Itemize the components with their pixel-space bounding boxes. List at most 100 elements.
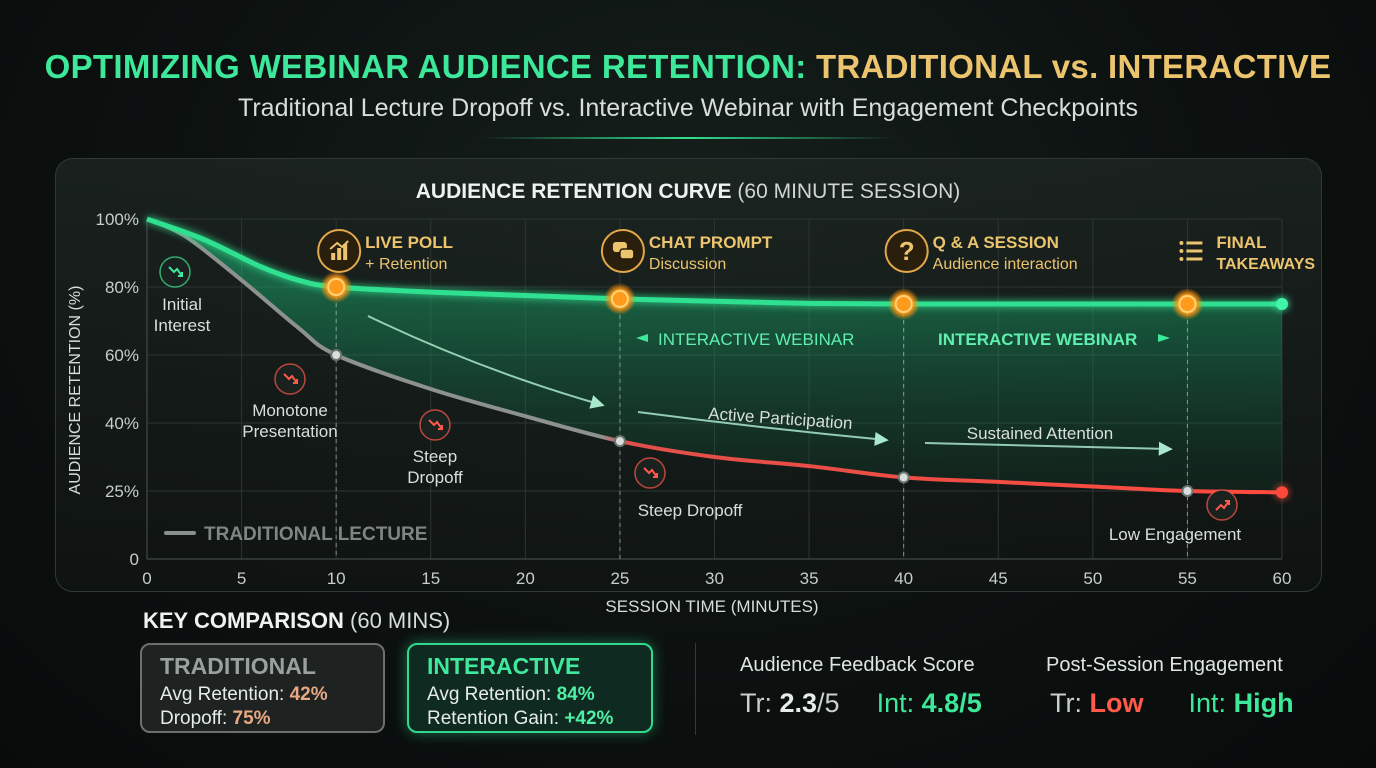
x-tick-label: 15 <box>421 569 440 588</box>
feedback-tr-value: 2.3 <box>779 688 818 718</box>
x-tick-label: 35 <box>800 569 819 588</box>
engagement-int-value: High <box>1233 688 1294 718</box>
checkpoint-marker <box>610 289 629 308</box>
interactive-retention-gain: Retention Gain: +42% <box>427 707 633 731</box>
checkpoint-title: CHAT PROMPT <box>649 233 773 252</box>
y-tick-label: 100% <box>96 210 139 229</box>
x-tick-label: 10 <box>327 569 346 588</box>
x-tick-label: 20 <box>516 569 535 588</box>
question-icon: ? <box>884 229 929 273</box>
interactive-gain-label: Retention Gain: <box>427 708 560 729</box>
traditional-card: TRADITIONAL Avg Retention: 42% Dropoff: … <box>140 643 385 733</box>
traditional-end-point <box>1276 486 1288 499</box>
traditional-avg-label: Avg Retention: <box>160 684 285 705</box>
x-tick-label: 0 <box>142 569 151 588</box>
retention-gap-area <box>147 219 1282 493</box>
chat-icon <box>600 229 645 273</box>
x-tick-label: 60 <box>1273 569 1292 588</box>
key-comparison-title-bold: KEY COMPARISON <box>143 608 344 633</box>
checkpoint-title: Q & A SESSION <box>933 233 1059 252</box>
x-tick-label: 40 <box>894 569 913 588</box>
interactive-webinar-label-1: INTERACTIVE WEBINAR <box>658 330 854 349</box>
legend-traditional-label: TRADITIONAL LECTURE <box>204 524 427 545</box>
feedback-tr-suffix: /5 <box>817 688 840 718</box>
annotation-low-engagement: Low Engagement <box>1109 525 1242 544</box>
interactive-avg-label: Avg Retention: <box>427 684 552 705</box>
interactive-label-arrow-right <box>1158 334 1170 342</box>
initial-interest-icon <box>159 256 191 288</box>
metrics-divider <box>695 643 696 735</box>
title-underline <box>480 137 896 139</box>
annotation-monotone-1: Monotone <box>252 401 328 420</box>
y-axis-label: AUDIENCE RETENTION (%) <box>67 286 84 495</box>
traditional-checkpoint-point <box>897 471 910 484</box>
arrow-sustained-attention <box>924 441 1173 456</box>
interactive-card-head: INTERACTIVE <box>427 653 581 679</box>
y-tick-label: 80% <box>105 278 139 297</box>
interactive-card: INTERACTIVE Avg Retention: 84% Retention… <box>407 643 653 733</box>
traditional-card-head: TRADITIONAL <box>160 653 316 679</box>
traditional-checkpoint-point <box>1181 485 1194 497</box>
interactive-avg-retention: Avg Retention: 84% <box>427 683 633 707</box>
traditional-avg-retention: Avg Retention: 42% <box>160 683 365 707</box>
engagement-tr-value: Low <box>1089 688 1144 718</box>
engagement-tr-prefix: Tr: <box>1050 688 1082 718</box>
arrow-active-participation <box>637 411 889 446</box>
svg-text:?: ? <box>899 236 915 266</box>
interactive-avg-value: 84% <box>556 684 595 705</box>
checkpoint-subtitle: TAKEAWAYS <box>1216 256 1315 273</box>
interactive-label-arrow-left <box>636 334 648 342</box>
engagement-label: Post-Session Engagement <box>1046 654 1283 676</box>
x-tick-label: 50 <box>1083 569 1102 588</box>
key-comparison-title-light: (60 MINS) <box>350 608 451 633</box>
checkpoint-marker <box>894 295 913 313</box>
annotation-steep-dropoff-1a: Steep <box>413 447 457 466</box>
traditional-avg-value: 42% <box>289 684 328 705</box>
checkpoint-marker <box>327 278 346 296</box>
traditional-lecture-line <box>146 217 1283 495</box>
feedback-score-values: Tr: 2.3/5 Int: 4.8/5 <box>740 688 982 719</box>
traditional-checkpoint-point <box>613 435 626 448</box>
traditional-drop-label: Dropoff: <box>160 708 228 729</box>
annotation-initial-interest-2: Interest <box>154 316 211 335</box>
interactive-webinar-label-2: INTERACTIVE WEBINAR <box>938 330 1137 349</box>
interactive-gain-value: +42% <box>564 708 614 729</box>
annotation-steep-dropoff-1b: Dropoff <box>407 468 463 487</box>
y-tick-label: 40% <box>105 414 139 433</box>
bar-chart-icon <box>317 229 362 273</box>
feedback-int-value: 4.8/5 <box>921 688 982 718</box>
traditional-checkpoint-point <box>330 349 343 361</box>
page-title: OPTIMIZING WEBINAR AUDIENCE RETENTION: T… <box>0 48 1376 86</box>
steep-dropoff-icon-2 <box>634 457 666 489</box>
checkpoint-subtitle: Discussion <box>649 256 726 273</box>
traditional-drop-value: 75% <box>232 708 271 729</box>
steep-dropoff-icon-1 <box>419 409 451 441</box>
title-part-1: OPTIMIZING WEBINAR AUDIENCE RETENTION: <box>44 48 807 85</box>
feedback-int-prefix: Int: <box>876 688 915 718</box>
engagement-values: Tr: Low Int: High <box>1050 688 1294 719</box>
list-icon <box>1179 241 1203 261</box>
interactive-webinar-line <box>146 216 1282 307</box>
x-axis-label: SESSION TIME (MINUTES) <box>605 597 818 616</box>
x-tick-label: 30 <box>705 569 724 588</box>
x-tick-label: 45 <box>989 569 1008 588</box>
traditional-dropoff: Dropoff: 75% <box>160 707 365 731</box>
chart-title: AUDIENCE RETENTION CURVE (60 MINUTE SESS… <box>416 180 961 203</box>
x-tick-label: 55 <box>1178 569 1197 588</box>
checkpoint-marker <box>1178 295 1197 313</box>
y-tick-label: 0 <box>130 550 139 569</box>
annotation-initial-interest-1: Initial <box>162 295 202 314</box>
x-tick-label: 5 <box>237 569 246 588</box>
checkpoint-title: FINAL <box>1216 233 1266 252</box>
annotation-monotone-2: Presentation <box>242 422 337 441</box>
checkpoint-subtitle: + Retention <box>365 256 447 273</box>
annotation-steep-dropoff-2: Steep Dropoff <box>638 501 743 520</box>
title-part-2: TRADITIONAL vs. INTERACTIVE <box>815 48 1332 85</box>
y-tick-label: 25% <box>105 482 139 501</box>
feedback-score-label: Audience Feedback Score <box>740 654 975 676</box>
key-comparison-title: KEY COMPARISON (60 MINS) <box>143 608 450 634</box>
x-tick-label: 25 <box>610 569 629 588</box>
interactive-end-point <box>1276 298 1288 310</box>
annotation-sustained-attention: Sustained Attention <box>967 424 1114 443</box>
